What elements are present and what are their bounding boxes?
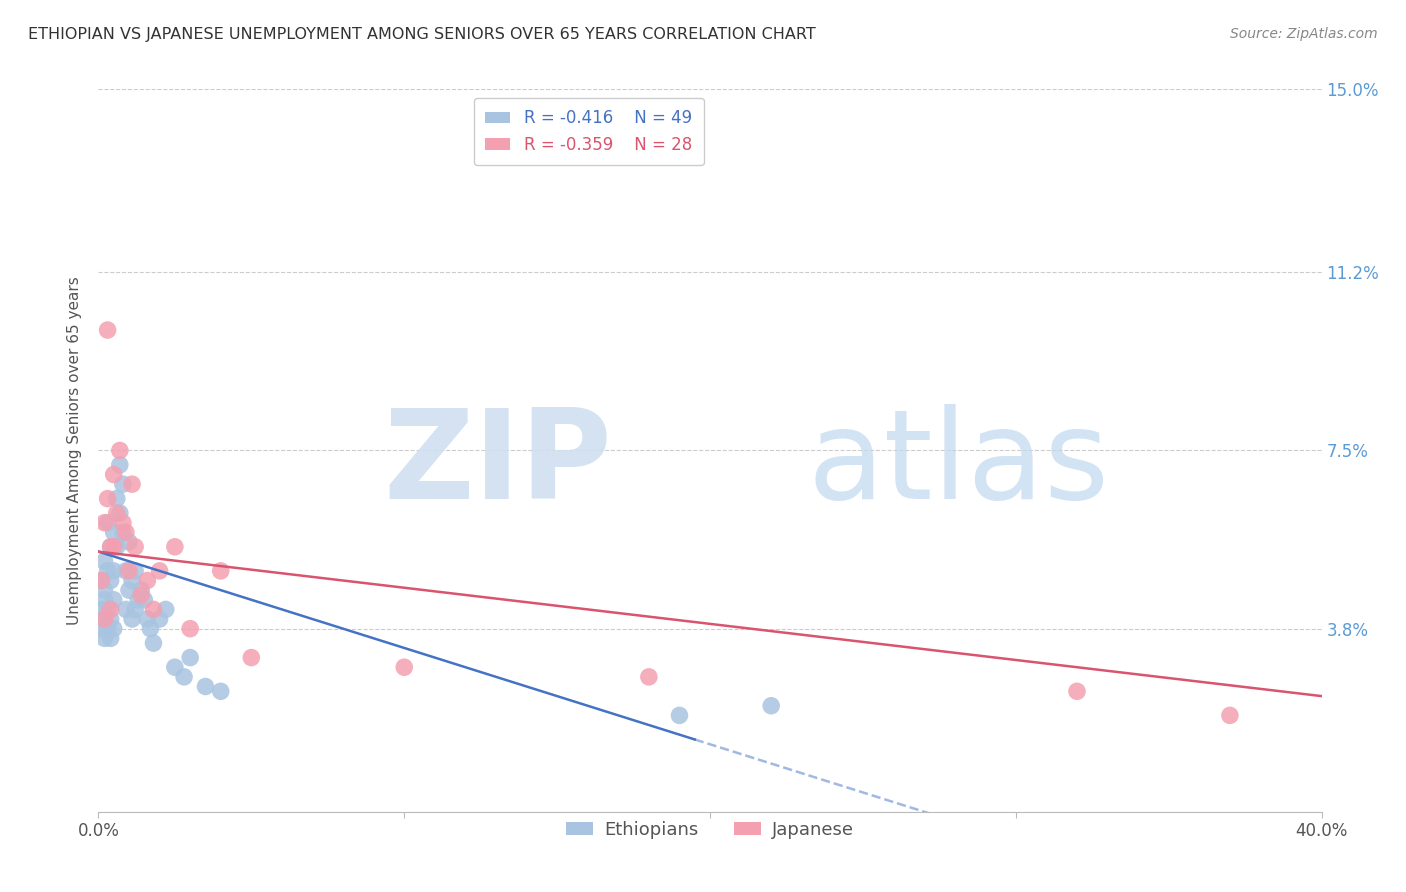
Point [129,588,152,602]
Point [759,698,782,713]
Point [90,622,112,636]
Point [105,491,128,506]
Point [93,583,115,598]
Point [1219,708,1241,723]
Point [111,525,134,540]
Point [124,602,146,616]
Point [111,477,134,491]
Point [139,622,162,636]
Point [111,516,134,530]
Point [115,602,138,616]
Point [142,602,165,616]
Point [121,612,143,626]
Point [97,602,120,616]
Point [118,564,141,578]
Point [105,540,128,554]
Point [149,612,172,626]
Point [93,632,115,646]
Point [1066,684,1088,698]
Point [90,574,112,588]
Text: atlas: atlas [808,404,1109,525]
Point [136,574,159,588]
Point [97,491,120,506]
Point [179,622,201,636]
Point [93,516,115,530]
Point [136,612,159,626]
Point [668,708,690,723]
Point [115,564,138,578]
Point [127,592,149,607]
Y-axis label: Unemployment Among Seniors over 65 years: Unemployment Among Seniors over 65 years [67,277,83,624]
Point [103,592,125,607]
Point [97,323,120,337]
Text: ZIP: ZIP [384,404,612,525]
Point [100,540,122,554]
Point [108,506,131,520]
Point [103,564,125,578]
Point [179,650,201,665]
Point [97,516,120,530]
Text: ETHIOPIAN VS JAPANESE UNEMPLOYMENT AMONG SENIORS OVER 65 YEARS CORRELATION CHART: ETHIOPIAN VS JAPANESE UNEMPLOYMENT AMONG… [28,27,815,42]
Point [209,684,232,698]
Point [637,670,661,684]
Point [240,650,263,665]
Point [142,636,165,650]
Point [100,602,122,616]
Point [103,622,125,636]
Point [173,670,195,684]
Point [121,477,143,491]
Point [93,554,115,568]
Legend: Ethiopians, Japanese: Ethiopians, Japanese [558,814,862,846]
Point [90,574,112,588]
Point [163,660,186,674]
Point [93,592,115,607]
Point [392,660,416,674]
Point [100,632,122,646]
Point [124,564,146,578]
Point [149,564,172,578]
Point [100,574,122,588]
Point [103,540,125,554]
Point [209,564,232,578]
Point [90,602,112,616]
Text: Source: ZipAtlas.com: Source: ZipAtlas.com [1230,27,1378,41]
Point [93,612,115,626]
Point [97,622,120,636]
Point [115,525,138,540]
Point [163,540,186,554]
Point [118,535,141,549]
Point [124,540,146,554]
Point [93,612,115,626]
Point [105,506,128,520]
Point [97,564,120,578]
Point [103,467,125,482]
Point [129,583,152,598]
Point [108,458,131,472]
Point [108,443,131,458]
Point [121,574,143,588]
Point [118,583,141,598]
Point [100,612,122,626]
Point [103,525,125,540]
Point [100,540,122,554]
Point [194,680,217,694]
Point [134,592,156,607]
Point [155,602,177,616]
